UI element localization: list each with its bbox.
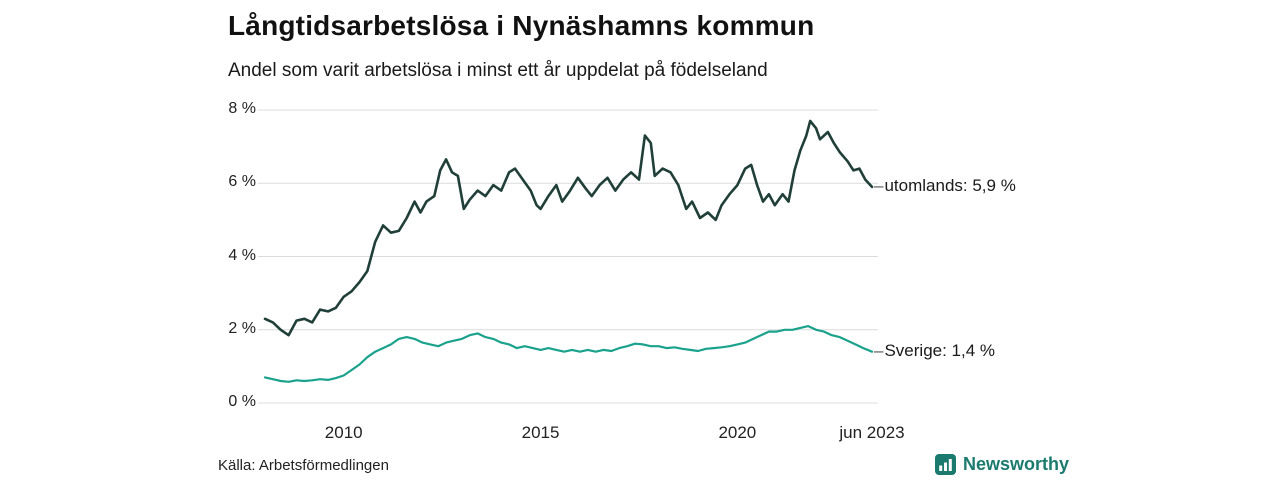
newsworthy-logo: Newsworthy [935, 454, 1069, 475]
series-label-text: utomlands: 5,9 % [884, 175, 1016, 195]
chart-title: Långtidsarbetslösa i Nynäshamns kommun [228, 10, 815, 41]
y-tick-label: 6 % [228, 173, 256, 191]
series-label-Sverige: –Sverige: 1,4 % [874, 341, 995, 361]
series-label-utomlands: –utomlands: 5,9 % [874, 176, 1016, 196]
y-tick-label: 8 % [228, 100, 256, 117]
series-label-text: Sverige: 1,4 % [884, 340, 996, 360]
x-tick-label: 2020 [718, 423, 757, 442]
x-tick-label: 2010 [324, 423, 363, 442]
newsworthy-icon [935, 454, 956, 475]
chart-subtitle: Andel som varit arbetslösa i minst ett å… [228, 60, 768, 81]
y-tick-label: 0 % [228, 393, 256, 410]
series-label-tick: – [874, 175, 884, 195]
newsworthy-label: Newsworthy [963, 454, 1070, 474]
y-tick-label: 2 % [228, 319, 256, 337]
series-label-tick: – [874, 340, 884, 360]
series-line-Sverige [263, 325, 874, 383]
series-line-utomlands [263, 119, 874, 337]
y-tick-label: 4 % [228, 246, 256, 264]
source-note: Källa: Arbetsförmedlingen [218, 457, 389, 474]
x-tick-label: 2015 [521, 423, 560, 442]
x-tick-label: jun 2023 [839, 423, 905, 442]
